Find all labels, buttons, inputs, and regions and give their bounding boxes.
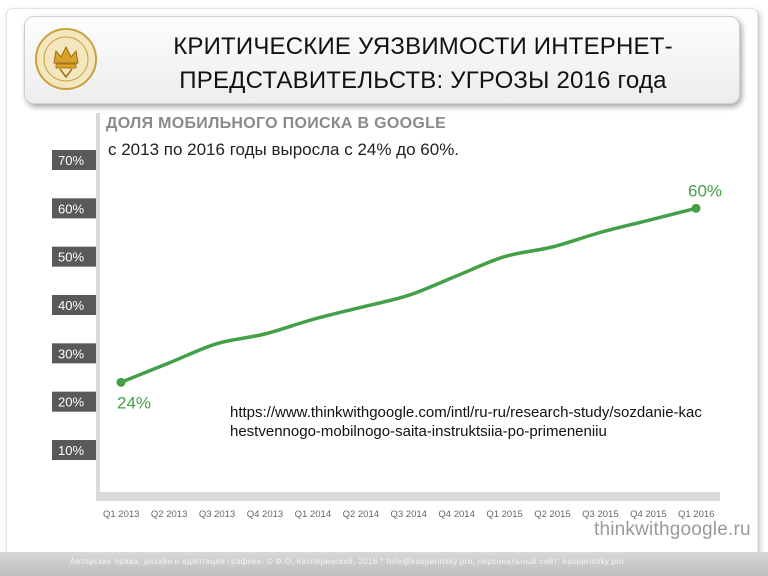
x-tick-label: Q1 2013 bbox=[103, 509, 139, 520]
series-line bbox=[119, 206, 698, 385]
start-point bbox=[116, 377, 126, 387]
y-tick-box bbox=[52, 150, 96, 170]
footer-copyright: Авторские права, дизайн и адаптация граф… bbox=[70, 557, 625, 566]
y-tick-box bbox=[52, 391, 96, 412]
x-tick-label: Q1 2015 bbox=[486, 509, 522, 520]
x-tick-label: Q3 2014 bbox=[391, 509, 427, 520]
y-tick-box bbox=[52, 198, 96, 219]
source-url: https://www.thinkwithgoogle.com/intl/ru-… bbox=[230, 404, 702, 440]
y-tick-box bbox=[52, 343, 96, 364]
slide-title: КРИТИЧЕСКИЕ УЯЗВИМОСТИ ИНТЕРНЕТ- ПРЕДСТА… bbox=[108, 30, 738, 98]
y-tick-label: 50% bbox=[58, 250, 84, 265]
y-tick-label: 70% bbox=[58, 153, 84, 168]
slide-title-line1: КРИТИЧЕСКИЕ УЯЗВИМОСТИ ИНТЕРНЕТ- bbox=[173, 33, 673, 60]
x-axis-bar bbox=[96, 492, 720, 501]
x-tick-label: Q4 2015 bbox=[630, 509, 666, 520]
chart-subtitle: с 2013 по 2016 годы выросла с 24% до 60%… bbox=[104, 140, 464, 160]
x-tick-label: Q4 2013 bbox=[247, 509, 283, 520]
source-label: thinkwithgoogle.ru bbox=[594, 519, 751, 540]
x-tick-label: Q2 2015 bbox=[534, 509, 570, 520]
start-value-label: 24% bbox=[117, 393, 151, 412]
x-tick-label: Q1 2016 bbox=[678, 509, 714, 520]
y-tick-label: 20% bbox=[58, 395, 84, 410]
footer-bar: Авторские права, дизайн и адаптация граф… bbox=[0, 552, 768, 576]
logo-emblem bbox=[35, 28, 97, 90]
y-tick-label: 10% bbox=[58, 443, 84, 458]
y-tick-box bbox=[52, 295, 96, 315]
y-tick-label: 30% bbox=[58, 346, 84, 361]
x-tick-label: Q2 2013 bbox=[151, 509, 187, 520]
y-tick-label: 40% bbox=[58, 298, 84, 313]
title-banner bbox=[24, 16, 740, 104]
end-point bbox=[691, 203, 701, 213]
x-tick-label: Q3 2015 bbox=[582, 509, 618, 520]
x-tick-label: Q3 2013 bbox=[199, 509, 235, 520]
y-tick-label: 60% bbox=[58, 201, 84, 216]
end-value-label: 60% bbox=[688, 181, 722, 200]
y-axis-line bbox=[96, 113, 100, 501]
x-tick-label: Q2 2014 bbox=[343, 509, 379, 520]
y-tick-box bbox=[52, 246, 96, 267]
y-tick-box bbox=[52, 440, 96, 460]
x-tick-label: Q1 2014 bbox=[295, 509, 331, 520]
chart-title: ДОЛЯ МОБИЛЬНОГО ПОИСКА В GOOGLE bbox=[106, 115, 447, 132]
x-tick-label: Q4 2014 bbox=[438, 509, 474, 520]
slide-title-line2: ПРЕДСТАВИТЕЛЬСТВ: УГРОЗЫ 2016 года bbox=[179, 67, 667, 94]
